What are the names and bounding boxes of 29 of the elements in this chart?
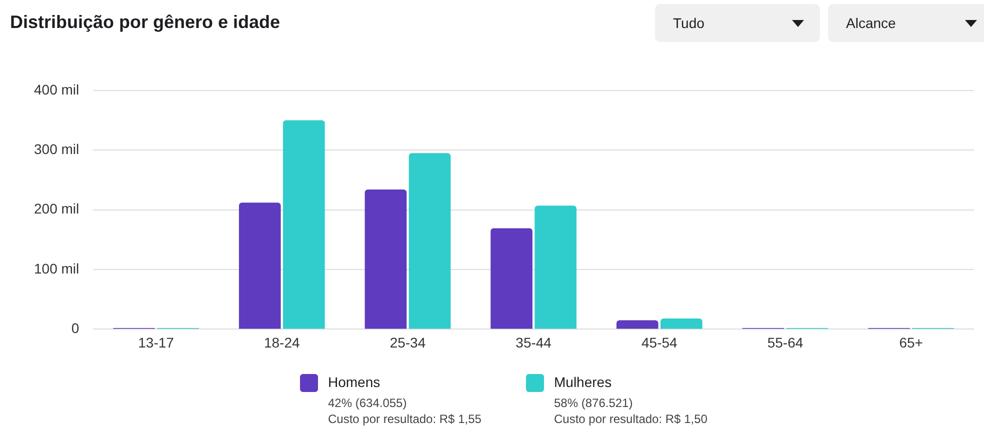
x-tick-label: 65+ — [899, 334, 923, 350]
bar — [490, 228, 532, 329]
dropdown: Tudo — [655, 4, 820, 42]
legend-label: Mulheres — [554, 374, 612, 390]
text: Custo por resultado: R$ 1,55 — [328, 412, 482, 426]
bar — [534, 206, 577, 329]
text: 58% (876.521) — [554, 396, 633, 410]
x-tick-label: 18-24 — [264, 334, 300, 350]
bar — [616, 320, 658, 329]
x-tick-label: 45-54 — [642, 334, 678, 350]
y-tick-label: 0 — [71, 320, 80, 336]
y-tick-label: 200 mil — [34, 200, 80, 217]
y-tick-label: 400 mil — [34, 81, 80, 98]
y-tick-label: 100 mil — [34, 260, 80, 276]
text: Custo por resultado: R$ 1,50 — [554, 412, 708, 426]
x-tick-label: 13-17 — [138, 334, 174, 350]
bar — [282, 120, 325, 329]
legend-label: Homens — [328, 374, 380, 390]
x-tick-label: 25-34 — [390, 334, 426, 350]
bar — [364, 190, 407, 329]
text: 42% (634.055) — [328, 396, 407, 410]
bar — [408, 153, 451, 329]
bar — [238, 202, 281, 329]
chart-title: Distribuição por gênero e idade — [10, 12, 280, 33]
dropdown: Alcance — [828, 4, 984, 42]
x-tick-label: 55-64 — [767, 334, 804, 350]
x-tick-label: 35-44 — [516, 334, 552, 350]
y-tick-label: 300 mil — [34, 140, 80, 157]
bar — [660, 318, 702, 329]
